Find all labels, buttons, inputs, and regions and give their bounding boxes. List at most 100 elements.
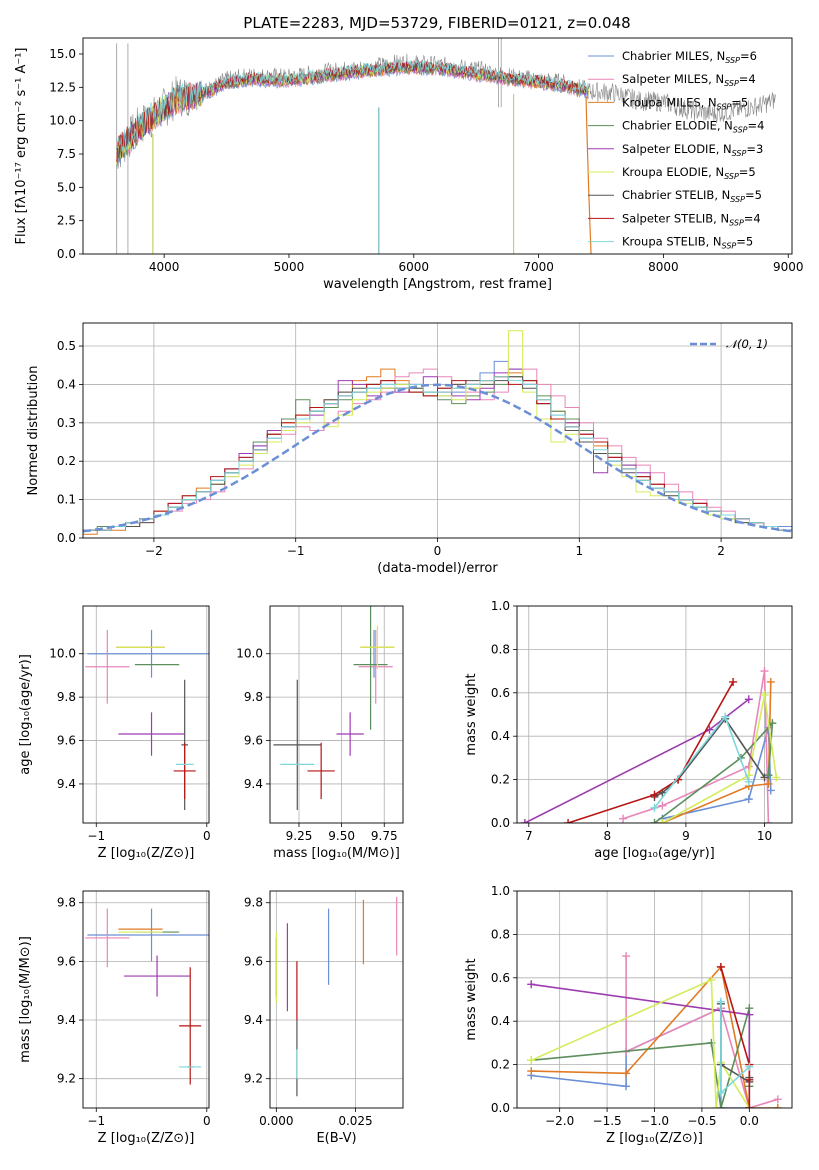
residuals-legend: 𝒩(0, 1): [690, 337, 768, 351]
errorbar-point: [353, 606, 388, 730]
mass-weight-point: [520, 819, 529, 823]
model-spectrum: [116, 58, 589, 154]
y-tick-label: 1.0: [491, 599, 510, 613]
x-tick-label: 9.50: [328, 829, 355, 843]
y-axis-label: Flux [fλ10⁻¹⁷ erg cm⁻² s⁻¹ A⁻¹]: [14, 48, 29, 245]
axes-frame: [82, 37, 793, 255]
y-tick-label: 10.0: [49, 114, 76, 128]
x-tick-label: −1.5: [593, 1114, 622, 1128]
mass-weight-point: [745, 1104, 754, 1108]
mass-weight-series: [720, 966, 751, 1108]
mass-weight-point: [716, 962, 725, 971]
y-tick-label: 1.0: [491, 884, 510, 898]
mass-weight-point: [716, 1104, 725, 1108]
errorbar-point: [123, 955, 191, 997]
x-tick-label: 0.0: [740, 1114, 759, 1128]
y-axis-label: Normed distribution: [26, 366, 41, 496]
axes-frame: [516, 605, 793, 824]
mass-weight-point: [745, 1062, 754, 1071]
age-vs-Z-axes: −1 0 9.4 9.6 9.8 10.0 Z [log₁₀(Z/Z⊙)] age [log₁…: [18, 605, 211, 861]
axes-frame: [82, 605, 210, 824]
y-tick-label: 0.8: [491, 642, 510, 656]
y-tick-label: 9.8: [57, 690, 76, 704]
legend-label: Kroupa MILES, NSSP=5: [622, 95, 748, 111]
y-axis-label: mass [log₁₀(M/M⊙)]: [18, 936, 33, 1063]
errorbar-point: [360, 625, 395, 669]
mass-weight-point: [729, 677, 738, 686]
gaussian-curve: [83, 383, 792, 533]
y-axis-label: mass weight: [464, 673, 479, 755]
x-tick-label: 7000: [523, 260, 554, 274]
axes-frame: [82, 322, 793, 539]
mass-weight-point: [622, 1069, 631, 1078]
x-tick-label: 7: [525, 829, 533, 843]
y-tick-label: 9.8: [244, 896, 263, 910]
x-axis-label: wavelength [Angstrom, rest frame]: [323, 277, 552, 292]
y-tick-label: 9.4: [57, 777, 76, 791]
y-tick-label: 9.2: [244, 1072, 263, 1086]
x-tick-label: −1: [87, 1114, 105, 1128]
errorbar-point: [173, 742, 196, 800]
x-tick-label: 9.25: [286, 829, 313, 843]
mass-weight-point: [764, 819, 773, 823]
y-axis-label: age [log₁₀(age/yr)]: [18, 654, 33, 775]
x-tick-label: 9: [682, 829, 690, 843]
x-axis-label: E(B-V): [316, 1131, 356, 1146]
y-tick-label: 0.3: [57, 416, 76, 430]
axes-frame: [269, 605, 404, 824]
mass-weight-point: [658, 801, 667, 810]
axes-frame: [82, 890, 210, 1109]
mass-weight-point: [760, 667, 769, 676]
y-tick-label: 0.8: [491, 927, 510, 941]
x-tick-label: 4000: [149, 260, 180, 274]
mass-weight-point: [766, 677, 775, 686]
y-axis-label: mass weight: [464, 958, 479, 1040]
y-tick-label: 0.0: [57, 531, 76, 545]
y-tick-label: 0.4: [57, 377, 76, 391]
mass-weight-point: [564, 819, 573, 823]
y-tick-label: 0.4: [491, 1014, 510, 1028]
y-tick-label: 12.5: [49, 80, 76, 94]
mass-weight-point: [716, 1088, 725, 1097]
errorbar-point: [358, 629, 393, 704]
x-tick-label: 8: [604, 829, 612, 843]
x-tick-label: −2: [145, 544, 163, 558]
mass-weight-point: [768, 719, 777, 728]
mass-weight-point: [716, 997, 725, 1006]
legend-label: Chabrier STELIB, NSSP=5: [622, 188, 762, 204]
x-axis-label: Z [log₁₀(Z/Z⊙)]: [606, 1131, 703, 1146]
mass-weight-point: [773, 1095, 782, 1104]
residuals-axes: −2 −1 0 1 2 0.0 0.1 0.2 0.3 0.4 0.5 (data-model)/er…: [26, 322, 793, 576]
y-tick-label: 9.4: [57, 1013, 76, 1027]
y-tick-label: 9.4: [244, 1013, 263, 1027]
x-tick-label: −0.5: [687, 1114, 716, 1128]
spectrum-axes: 4000 5000 6000 7000 8000 9000 0.0 2.5 5.0 7.5 10.0…: [14, 37, 804, 292]
mass-weight-point: [744, 695, 753, 704]
x-tick-label: 0: [203, 829, 211, 843]
mass-weight-vs-Z-plot-area: [517, 891, 792, 1108]
errorbar-point: [87, 629, 209, 678]
mass-vs-EBV-plot-area: [270, 891, 403, 1108]
figure-title: PLATE=2283, MJD=53729, FIBERID=0121, z=0…: [243, 14, 630, 32]
x-axis-label: mass [log₁₀(M/M⊙)]: [273, 846, 400, 861]
errorbar-point: [179, 967, 202, 1085]
mass-weight-point: [707, 975, 716, 984]
age-vs-mass-plot-area: [270, 606, 403, 823]
y-tick-label: 0.0: [491, 816, 510, 830]
errorbar-point: [307, 742, 335, 800]
x-tick-label: −1.0: [640, 1114, 669, 1128]
spectrum-legend: Chabrier MILES, NSSP=6 Salpeter MILES, NS…: [588, 49, 764, 251]
spectrum-plot-area: [116, 38, 777, 254]
x-tick-label: 0: [434, 544, 442, 558]
mass-vs-Z-plot-area: [83, 891, 209, 1108]
mass-weight-series: [662, 681, 772, 823]
x-tick-label: 2: [717, 544, 725, 558]
legend-label: Salpeter MILES, NSSP=4: [622, 72, 756, 88]
errorbar-point: [118, 712, 185, 756]
y-tick-label: 0.6: [491, 686, 510, 700]
x-axis-label: Z [log₁₀(Z/Z⊙)]: [98, 846, 195, 861]
errorbar-point: [336, 712, 364, 756]
x-tick-label: 1: [575, 544, 583, 558]
mass-weight-point: [745, 1075, 754, 1084]
